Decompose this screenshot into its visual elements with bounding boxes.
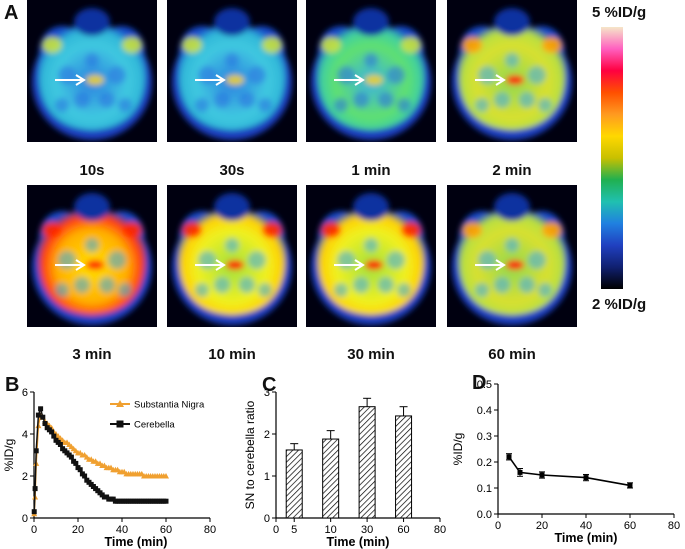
bar	[285, 449, 303, 519]
pet-frame-label: 30s	[219, 162, 245, 179]
pet-frame-label: 2 min	[492, 162, 532, 179]
pet-image	[306, 185, 436, 327]
y-tick-label: 2	[264, 429, 270, 441]
x-tick-label: 80	[668, 520, 680, 532]
x-tick-label: 40	[116, 524, 128, 536]
panel-d-label: D	[472, 372, 487, 394]
x-axis-label: Time (min)	[555, 531, 618, 545]
data-point	[163, 473, 169, 479]
chart-b-time-activity: 0 20 40 60 80 0 2 4 6 Time (min) %ID/g Substantia N…	[2, 387, 216, 549]
x-tick-label: 80	[204, 524, 216, 536]
y-tick-label: 0.1	[477, 483, 492, 495]
y-tick-label: 0.3	[477, 431, 492, 443]
x-tick-label: 20	[536, 520, 548, 532]
y-tick-label: 0	[22, 513, 28, 525]
data-point	[82, 473, 88, 479]
legend-marker	[116, 420, 124, 428]
x-axis-label: Time (min)	[327, 535, 390, 549]
colorbar-max-label: 5 %ID/g	[592, 4, 647, 21]
y-tick-label: 0.0	[477, 509, 492, 521]
data-point	[163, 498, 169, 504]
series-line	[508, 456, 631, 487]
x-category-label: 5	[291, 524, 297, 536]
chart-c-ratio-bars: 0 1 2 3 Time (min) SN to cerebella ratio 5 10 30…	[243, 387, 446, 549]
x-category-label: 60	[397, 524, 409, 536]
data-point	[42, 421, 48, 426]
data-point	[49, 429, 55, 435]
pet-frame-label: 30 min	[347, 346, 395, 363]
colorbar	[601, 27, 623, 289]
legend-marker	[116, 400, 124, 407]
y-tick-label: 0.5	[477, 379, 492, 391]
x-tick-label: 40	[580, 520, 592, 532]
panel-c-label: C	[262, 374, 277, 396]
data-point	[517, 469, 523, 475]
pet-image	[447, 0, 577, 142]
y-tick-label: 6	[22, 387, 28, 399]
x-axis-label: Time (min)	[105, 535, 168, 549]
pet-frame-label: 10 min	[208, 346, 256, 363]
x-category-label: 30	[361, 524, 373, 536]
pet-frame-label: 60 min	[488, 346, 536, 363]
data-point	[40, 414, 46, 420]
y-tick-label: 0.4	[477, 405, 492, 417]
panel-a-label: A	[4, 2, 19, 24]
pet-image	[27, 0, 157, 142]
y-axis-label: %ID/g	[451, 433, 465, 466]
data-point	[51, 433, 57, 439]
pet-frame-label: 1 min	[351, 162, 391, 179]
y-tick-label: 0	[264, 513, 270, 525]
panel-b-label: B	[5, 374, 20, 396]
chart-d-blood-activity: 0 20 40 60 80 0.0 0.1 0.2 0.3 0.4 0.5 Time (min) %ID…	[451, 379, 680, 545]
pet-image	[27, 185, 157, 327]
legend-label: Substantia Nigra	[134, 400, 205, 411]
data-point	[32, 486, 38, 492]
data-point	[506, 454, 512, 460]
y-tick-label: 0.2	[477, 457, 492, 469]
y-axis-label: %ID/g	[2, 439, 16, 472]
pet-frame-label: 3 min	[72, 346, 112, 363]
pet-image	[167, 185, 297, 327]
x-tick-label: 20	[72, 524, 84, 536]
data-point	[627, 482, 633, 488]
x-tick-label: 0	[495, 520, 501, 532]
y-tick-label: 2	[22, 471, 28, 483]
bar	[322, 438, 340, 519]
data-point	[583, 475, 589, 481]
y-axis-label: SN to cerebella ratio	[243, 400, 257, 509]
data-point	[539, 472, 545, 478]
data-point	[57, 442, 63, 447]
pet-frame-label: 10s	[79, 162, 105, 179]
pet-image	[306, 0, 436, 142]
bar	[358, 406, 376, 519]
y-tick-label: 4	[22, 429, 28, 441]
x-category-label: 10	[325, 524, 337, 536]
data-point	[38, 406, 44, 412]
data-point	[35, 412, 41, 418]
data-point	[77, 467, 83, 473]
data-point	[33, 448, 39, 454]
data-point	[68, 454, 74, 460]
legend-label: Cerebella	[134, 420, 175, 431]
colorbar-min-label: 2 %ID/g	[592, 296, 647, 313]
pet-image	[167, 0, 297, 142]
bar	[395, 415, 413, 519]
pet-image	[447, 185, 577, 327]
data-point	[31, 509, 37, 515]
x-tick-label: 60	[160, 524, 172, 536]
x-tick-label: 0	[273, 524, 279, 536]
x-tick-label: 60	[624, 520, 636, 532]
y-tick-label: 1	[264, 471, 270, 483]
x-tick-label: 0	[31, 524, 37, 536]
y-tick-label: 3	[264, 387, 270, 399]
x-tick-label: 80	[434, 524, 446, 536]
data-point	[73, 460, 79, 466]
